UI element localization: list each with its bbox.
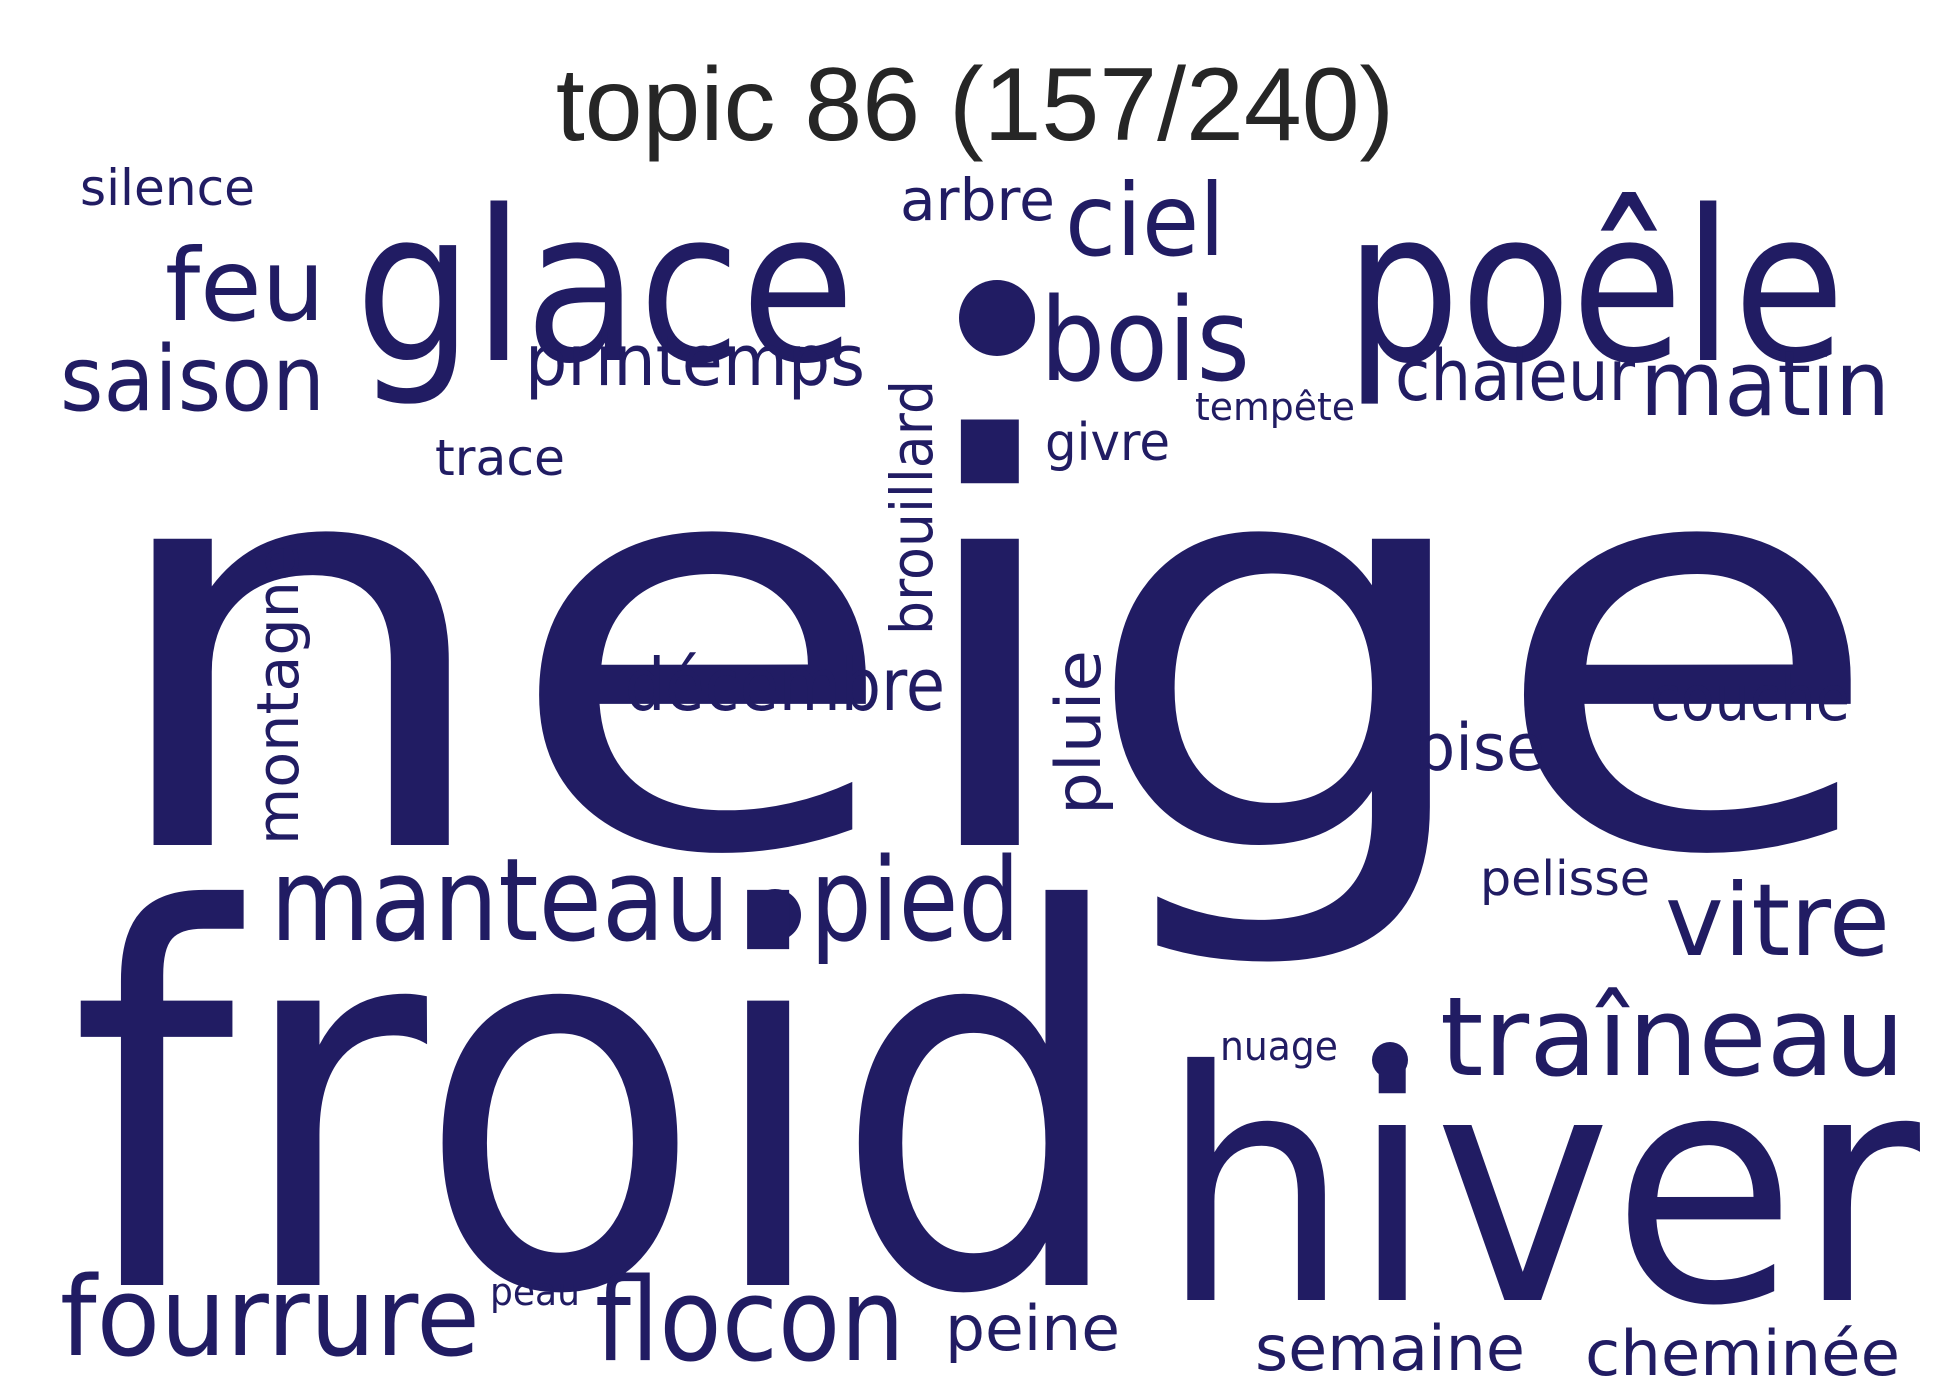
dot-mark <box>1372 1042 1408 1078</box>
word-décembre: décembre <box>625 643 945 727</box>
word-fourrure: fourrure <box>60 1253 480 1381</box>
dot-mark <box>749 889 801 941</box>
word-froid: froid <box>70 802 1130 1400</box>
word-hiver: hiver <box>1160 1004 1923 1376</box>
word-nuage: nuage <box>1220 1024 1338 1070</box>
dot-mark <box>959 280 1035 356</box>
word-traîneau: traîneau <box>1440 973 1905 1101</box>
word-bise: bise <box>1415 711 1545 786</box>
word-neige: neige <box>95 326 1885 978</box>
word-saison: saison <box>60 327 325 432</box>
word-matin: matin <box>1640 332 1890 437</box>
word-tempête: tempête <box>1195 385 1355 429</box>
word-pelisse: pelisse <box>1480 851 1650 907</box>
word-pluie: pluie <box>1042 650 1115 815</box>
word-pied: pied <box>810 834 1020 968</box>
word-couche: couche <box>1650 662 1850 735</box>
word-montagne: montagne <box>244 545 312 845</box>
word-givre: givre <box>1045 413 1170 473</box>
word-manteau: manteau <box>270 834 730 968</box>
word-chaleur: chaleur <box>1395 335 1635 417</box>
word-silence: silence <box>80 159 255 217</box>
word-poêle: poêle <box>1345 165 1845 410</box>
word-ciel: ciel <box>1065 162 1225 279</box>
word-vitre: vitre <box>1665 862 1890 979</box>
word-glace: glace <box>355 165 855 410</box>
word-flocon: flocon <box>595 1254 905 1388</box>
word-semaine: semaine <box>1255 1312 1525 1385</box>
word-brouillard: brouillard <box>878 380 946 635</box>
word-arbre: arbre <box>900 166 1055 234</box>
word-cheminée: cheminée <box>1585 1317 1900 1390</box>
word-printemps: printemps <box>525 320 865 402</box>
word-feu: feu <box>165 227 325 344</box>
word-trace: trace <box>435 429 565 487</box>
word-peine: peine <box>945 1292 1120 1365</box>
word-bois: bois <box>1040 274 1250 408</box>
word-peau: peau <box>490 1270 580 1314</box>
figure-title: topic 86 (157/240) <box>555 47 1395 163</box>
